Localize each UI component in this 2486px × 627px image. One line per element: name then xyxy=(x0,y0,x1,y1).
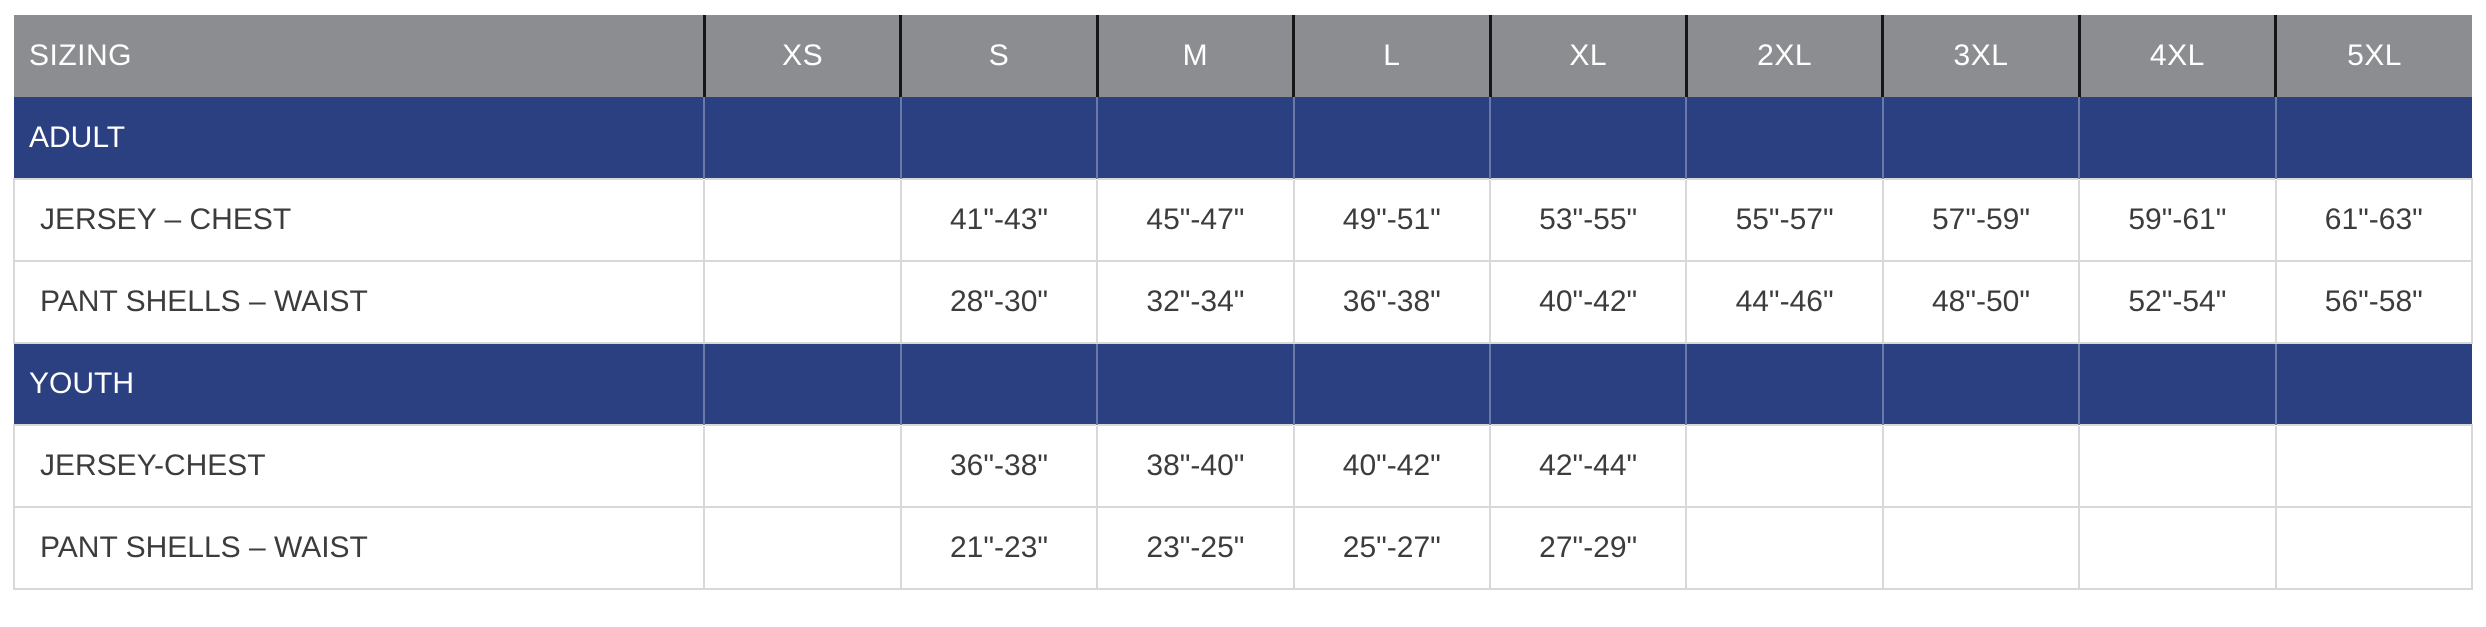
section-empty-cell xyxy=(1686,343,1884,425)
row-label: JERSEY-CHEST xyxy=(12,424,706,508)
section-empty-cell xyxy=(2079,343,2277,425)
header-cell-sizing: SIZING xyxy=(14,15,706,97)
size-value-cell: 27"-29" xyxy=(1488,506,1688,590)
header-cell-m: M xyxy=(1097,15,1296,97)
section-empty-cell xyxy=(2079,97,2277,179)
size-value-cell: 56"-58" xyxy=(2274,260,2474,344)
sizing-chart: SIZING XS S M L XL 2XL 3XL 4XL 5XL ADULT… xyxy=(12,15,2474,590)
section-empty-cell xyxy=(900,343,1099,425)
size-value-cell: 45"-47" xyxy=(1096,178,1295,262)
size-value-cell xyxy=(1881,506,2081,590)
size-value-cell: 59"-61" xyxy=(2078,178,2277,262)
sizing-table-body: ADULT JERSEY – CHEST 41"-43" 45"-47" 49"-51"… xyxy=(12,97,2474,590)
section-empty-cell xyxy=(1490,97,1688,179)
measurement-row: JERSEY-CHEST 36"-38" 38"-40" 40"-42" 42"-44" xyxy=(12,424,2474,508)
header-cell-4xl: 4XL xyxy=(2079,15,2278,97)
size-value-cell: 49"-51" xyxy=(1292,178,1492,262)
row-label: JERSEY – CHEST xyxy=(12,178,706,262)
section-title: ADULT xyxy=(14,97,706,179)
size-value-cell xyxy=(2274,424,2474,508)
size-value-cell xyxy=(703,506,902,590)
size-value-cell: 40"-42" xyxy=(1292,424,1492,508)
measurement-row: PANT SHELLS – WAIST 28"-30" 32"-34" 36"-38"… xyxy=(12,260,2474,344)
section-empty-cell xyxy=(2275,97,2472,179)
header-cell-s: S xyxy=(900,15,1099,97)
size-value-cell: 38"-40" xyxy=(1096,424,1295,508)
section-row-youth: YOUTH xyxy=(14,343,2472,425)
size-value-cell xyxy=(703,424,902,508)
section-empty-cell xyxy=(1097,343,1295,425)
size-value-cell: 28"-30" xyxy=(899,260,1099,344)
section-empty-cell xyxy=(1097,97,1295,179)
header-cell-2xl: 2XL xyxy=(1686,15,1885,97)
size-value-cell: 44"-46" xyxy=(1685,260,1884,344)
size-value-cell: 48"-50" xyxy=(1881,260,2081,344)
section-empty-cell xyxy=(1882,343,2081,425)
section-empty-cell xyxy=(900,97,1099,179)
section-empty-cell xyxy=(2275,343,2472,425)
header-cell-xl: XL xyxy=(1490,15,1688,97)
size-value-cell xyxy=(703,178,902,262)
section-empty-cell xyxy=(704,343,902,425)
size-value-cell: 40"-42" xyxy=(1488,260,1688,344)
size-value-cell xyxy=(703,260,902,344)
size-value-cell: 53"-55" xyxy=(1488,178,1688,262)
row-label: PANT SHELLS – WAIST xyxy=(12,506,706,590)
section-empty-cell xyxy=(1686,97,1884,179)
size-value-cell: 36"-38" xyxy=(899,424,1099,508)
size-value-cell: 41"-43" xyxy=(899,178,1099,262)
section-empty-cell xyxy=(1293,97,1492,179)
size-value-cell: 36"-38" xyxy=(1292,260,1492,344)
size-value-cell: 52"-54" xyxy=(2078,260,2277,344)
size-value-cell xyxy=(2078,424,2277,508)
size-value-cell: 61"-63" xyxy=(2274,178,2474,262)
size-value-cell: 32"-34" xyxy=(1096,260,1295,344)
section-empty-cell xyxy=(1293,343,1492,425)
header-row: SIZING XS S M L XL 2XL 3XL 4XL 5XL xyxy=(14,15,2472,97)
size-value-cell: 57"-59" xyxy=(1881,178,2081,262)
size-value-cell: 55"-57" xyxy=(1685,178,1884,262)
size-value-cell xyxy=(1685,506,1884,590)
size-value-cell: 21"-23" xyxy=(899,506,1099,590)
size-value-cell xyxy=(1881,424,2081,508)
size-value-cell: 25"-27" xyxy=(1292,506,1492,590)
size-value-cell xyxy=(1685,424,1884,508)
measurement-row: JERSEY – CHEST 41"-43" 45"-47" 49"-51" 53"-5… xyxy=(12,178,2474,262)
row-label: PANT SHELLS – WAIST xyxy=(12,260,706,344)
size-value-cell: 23"-25" xyxy=(1096,506,1295,590)
section-empty-cell xyxy=(704,97,902,179)
sizing-table: SIZING XS S M L XL 2XL 3XL 4XL 5XL ADULT… xyxy=(12,15,2474,590)
header-cell-xs: XS xyxy=(704,15,903,97)
section-title: YOUTH xyxy=(14,343,706,425)
section-empty-cell xyxy=(1882,97,2081,179)
section-empty-cell xyxy=(1490,343,1688,425)
measurement-row: PANT SHELLS – WAIST 21"-23" 23"-25" 25"-27"… xyxy=(12,506,2474,590)
header-cell-l: L xyxy=(1293,15,1492,97)
size-value-cell: 42"-44" xyxy=(1488,424,1688,508)
header-cell-5xl: 5XL xyxy=(2275,15,2472,97)
header-cell-3xl: 3XL xyxy=(1882,15,2081,97)
section-row-adult: ADULT xyxy=(14,97,2472,179)
size-value-cell xyxy=(2274,506,2474,590)
size-value-cell xyxy=(2078,506,2277,590)
